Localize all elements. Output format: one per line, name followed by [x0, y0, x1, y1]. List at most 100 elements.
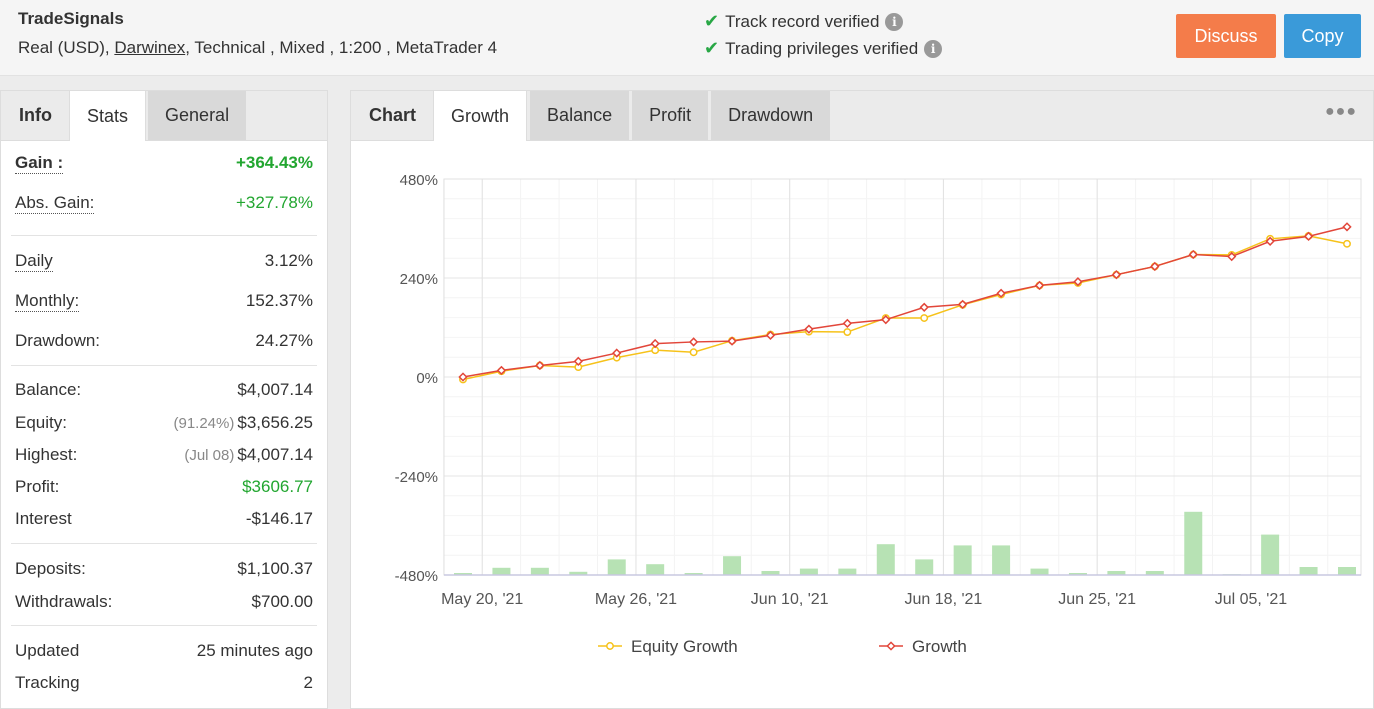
- stat-value: 2: [303, 673, 313, 692]
- equity-amount: $3,656.25: [237, 413, 313, 432]
- growth-point: [535, 360, 545, 371]
- broker-link[interactable]: Darwinex: [114, 38, 186, 57]
- divider: [11, 543, 317, 544]
- volume-bar: [992, 545, 1011, 575]
- legend-label: Growth: [912, 637, 967, 656]
- stat-highest: Highest: (Jul 08) $4,007.14: [15, 445, 313, 465]
- info-tabs: Info Stats General: [1, 91, 327, 141]
- tab-info[interactable]: Info: [19, 105, 52, 125]
- growth-point: [842, 318, 853, 329]
- chart-panel: Chart Growth Balance Profit Drawdown ●●●…: [350, 90, 1374, 709]
- tab-profit[interactable]: Profit: [632, 91, 709, 140]
- stat-label: Equity:: [15, 413, 67, 432]
- tab-chart[interactable]: Chart: [369, 105, 417, 125]
- growth-point: [1342, 222, 1352, 232]
- x-tick-label: Jun 25, '21: [1058, 591, 1136, 608]
- volume-bar: [1299, 567, 1318, 575]
- discuss-button[interactable]: Discuss: [1176, 14, 1276, 58]
- stat-interest: Interest -$146.17: [15, 509, 313, 529]
- system-name: TradeSignals: [18, 9, 124, 28]
- stat-label: Balance:: [15, 380, 82, 399]
- volume-bar: [454, 573, 472, 575]
- divider: [11, 235, 317, 236]
- divider: [11, 365, 317, 366]
- trading-privileges-label: Trading privileges verified: [725, 38, 919, 58]
- tab-drawdown[interactable]: Drawdown: [711, 91, 831, 140]
- volume-bar: [1261, 534, 1280, 575]
- volume-bar: [1107, 571, 1126, 575]
- info-icon[interactable]: i: [885, 12, 904, 31]
- stat-value: -$146.17: [245, 509, 313, 528]
- stat-label: Withdrawals:: [15, 592, 113, 611]
- equity-growth-point: [689, 348, 698, 357]
- stat-updated: Updated 25 minutes ago: [15, 641, 313, 661]
- growth-chart: 480% 240% 0% -240% -480%May 20, '21 May 26, '…: [395, 172, 1362, 656]
- check-icon: ✔: [704, 38, 720, 58]
- volume-bar: [1338, 567, 1356, 575]
- equity-growth-point: [920, 314, 929, 322]
- stat-value: +364.43%: [235, 153, 313, 172]
- stat-label[interactable]: Gain :: [15, 153, 64, 174]
- stat-abs-gain: Abs. Gain: +327.78%: [15, 193, 313, 214]
- growth-point: [919, 302, 929, 312]
- growth-point: [688, 337, 699, 347]
- legend-marker: [606, 642, 614, 650]
- highest-amount: $4,007.14: [237, 445, 313, 464]
- volume-bar: [530, 567, 549, 575]
- growth-point: [727, 336, 737, 346]
- stat-value: $700.00: [251, 592, 313, 611]
- trading-privileges-verified: ✔ Trading privileges verified i: [704, 38, 943, 59]
- stat-label[interactable]: Daily: [15, 251, 53, 272]
- growth-point: [1034, 280, 1045, 291]
- tab-balance[interactable]: Balance: [530, 91, 630, 140]
- tab-general[interactable]: General: [148, 91, 247, 140]
- volume-bar: [1184, 511, 1203, 575]
- stat-value: $3606.77: [242, 477, 313, 496]
- stat-label: Interest: [15, 509, 72, 528]
- equity-growth-point: [843, 328, 852, 336]
- growth-point: [1073, 277, 1083, 287]
- stat-drawdown: Drawdown: 24.27%: [15, 331, 313, 351]
- volume-bar: [761, 571, 780, 575]
- volume-bar: [684, 573, 703, 575]
- highest-date: (Jul 08): [184, 447, 235, 464]
- growth-point: [1150, 261, 1160, 272]
- stat-balance: Balance: $4,007.14: [15, 380, 313, 400]
- stat-label[interactable]: Monthly:: [15, 291, 80, 312]
- volume-bar: [799, 568, 818, 575]
- stat-value: 152.37%: [245, 291, 313, 310]
- stat-profit: Profit: $3606.77: [15, 477, 313, 497]
- tab-growth[interactable]: Growth: [433, 91, 528, 141]
- stat-monthly: Monthly: 152.37%: [15, 291, 313, 312]
- volume-bar: [915, 559, 934, 575]
- volume-bar: [569, 571, 588, 575]
- stat-gain: Gain : +364.43%: [15, 153, 313, 174]
- growth-point: [957, 299, 968, 310]
- growth-line: [462, 226, 1348, 378]
- x-tick-label: Jun 10, '21: [751, 591, 829, 608]
- stat-label: Deposits:: [15, 559, 86, 578]
- tab-stats[interactable]: Stats: [69, 91, 147, 141]
- stat-label: Updated: [15, 641, 80, 660]
- info-icon[interactable]: i: [924, 39, 943, 58]
- y-tick-label: 480%: [400, 172, 438, 189]
- growth-point: [458, 372, 468, 382]
- stat-label[interactable]: Abs. Gain:: [15, 193, 95, 214]
- account-type: Real (USD),: [18, 38, 110, 57]
- y-tick-label: -480%: [395, 568, 438, 585]
- track-record-label: Track record verified: [725, 11, 880, 31]
- more-options-icon[interactable]: ●●●: [1325, 103, 1357, 120]
- x-tick-label: Jul 05, '21: [1215, 591, 1288, 608]
- volume-bar: [1030, 568, 1049, 575]
- growth-point: [1227, 251, 1237, 262]
- volume-bar: [607, 559, 626, 575]
- growth-point: [765, 330, 776, 340]
- chart-tabs: Chart Growth Balance Profit Drawdown ●●●: [351, 91, 1373, 141]
- stat-equity: Equity: (91.24%) $3,656.25: [15, 413, 313, 433]
- x-tick-label: May 20, '21: [441, 591, 523, 608]
- system-header: TradeSignals Real (USD), Darwinex, Techn…: [0, 0, 1374, 76]
- equity-percent: (91.24%): [173, 415, 235, 432]
- stat-label: Drawdown:: [15, 331, 101, 350]
- copy-button[interactable]: Copy: [1284, 14, 1361, 58]
- y-tick-label: 0%: [416, 370, 438, 387]
